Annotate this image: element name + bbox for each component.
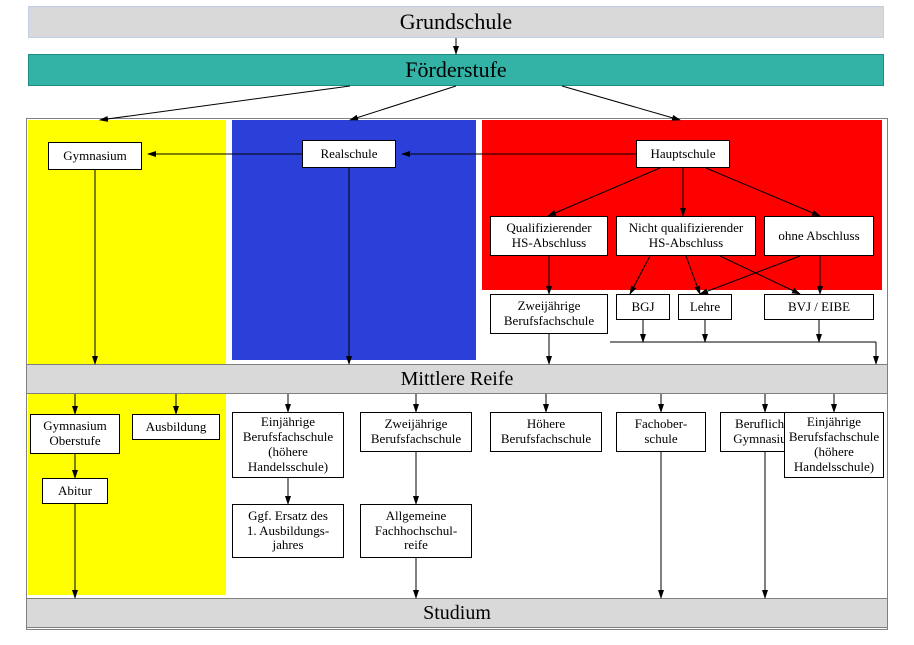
node-bvj: BVJ / EIBE <box>764 294 874 320</box>
node-zweij_bfs: Zweijährige Berufsfachschule <box>490 294 608 334</box>
node-einj_bfs1-label: Einjährige Berufsfachschule (höhere Hand… <box>243 415 333 475</box>
node-zweij_bfs-label: Zweijährige Berufsfachschule <box>504 299 594 329</box>
node-ausbildung-label: Ausbildung <box>146 420 207 435</box>
node-ohne-label: ohne Abschluss <box>778 229 859 244</box>
node-hauptschule: Hauptschule <box>636 140 730 168</box>
node-gymnasium: Gymnasium <box>48 142 142 170</box>
node-abitur: Abitur <box>42 478 108 504</box>
node-abitur-label: Abitur <box>58 484 92 499</box>
node-ggf: Ggf. Ersatz des 1. Ausbildungs- jahres <box>232 504 344 558</box>
bar-studium-label: Studium <box>423 602 491 625</box>
node-bgj: BGJ <box>616 294 670 320</box>
node-lehre-label: Lehre <box>690 300 720 315</box>
node-bvj-label: BVJ / EIBE <box>788 300 850 315</box>
node-gym_ober: Gymnasium Oberstufe <box>30 414 120 454</box>
node-realschule-label: Realschule <box>320 147 377 162</box>
node-realschule: Realschule <box>302 140 396 168</box>
node-fachober: Fachober- schule <box>616 412 706 452</box>
node-gym_ober-label: Gymnasium Oberstufe <box>43 419 107 449</box>
bar-studium: Studium <box>26 598 888 628</box>
node-zweij_bfs2-label: Zweijährige Berufsfachschule <box>371 417 461 447</box>
node-fhreife: Allgemeine Fachhochschul- reife <box>360 504 472 558</box>
node-ausbildung: Ausbildung <box>132 414 220 440</box>
node-ohne: ohne Abschluss <box>764 216 874 256</box>
bar-mittlere-label: Mittlere Reife <box>401 368 514 391</box>
node-qual_hs-label: Qualifizierender HS-Abschluss <box>506 221 591 251</box>
node-zweij_bfs2: Zweijährige Berufsfachschule <box>360 412 472 452</box>
node-gymnasium-label: Gymnasium <box>63 149 127 164</box>
node-hoeh_bfs-label: Höhere Berufsfachschule <box>501 417 591 447</box>
diagram-canvas: Grundschule Förderstufe Mittlere Reife Stud… <box>0 0 914 645</box>
node-fhreife-label: Allgemeine Fachhochschul- reife <box>375 509 457 554</box>
bar-grundschule: Grundschule <box>28 6 884 38</box>
node-bgj-label: BGJ <box>631 300 654 315</box>
node-einj_bfs2: Einjährige Berufsfachschule (höhere Hand… <box>784 412 884 478</box>
node-ggf-label: Ggf. Ersatz des 1. Ausbildungs- jahres <box>247 509 329 554</box>
node-einj_bfs2-label: Einjährige Berufsfachschule (höhere Hand… <box>789 415 879 475</box>
node-lehre: Lehre <box>678 294 732 320</box>
bar-grundschule-label: Grundschule <box>400 9 512 35</box>
node-nqual_hs: Nicht qualifizierender HS-Abschluss <box>616 216 756 256</box>
bar-foerderstufe: Förderstufe <box>28 54 884 86</box>
node-qual_hs: Qualifizierender HS-Abschluss <box>490 216 608 256</box>
node-hauptschule-label: Hauptschule <box>651 147 716 162</box>
node-nqual_hs-label: Nicht qualifizierender HS-Abschluss <box>629 221 743 251</box>
node-einj_bfs1: Einjährige Berufsfachschule (höhere Hand… <box>232 412 344 478</box>
region-yellow <box>28 120 226 595</box>
bar-mittlere: Mittlere Reife <box>26 364 888 394</box>
node-fachober-label: Fachober- schule <box>635 417 687 447</box>
node-hoeh_bfs: Höhere Berufsfachschule <box>490 412 602 452</box>
bar-foerderstufe-label: Förderstufe <box>405 57 506 83</box>
